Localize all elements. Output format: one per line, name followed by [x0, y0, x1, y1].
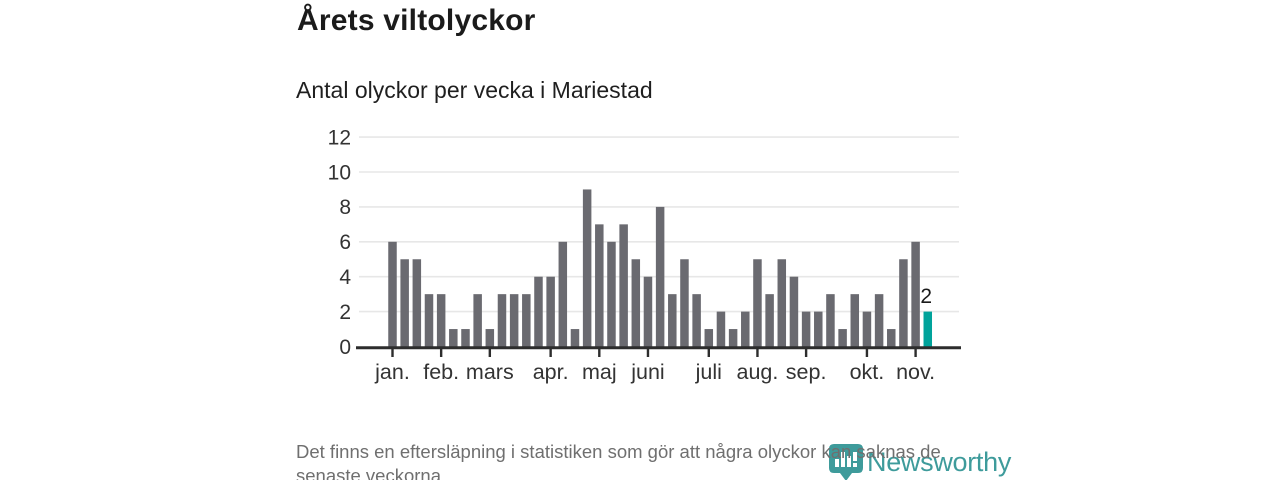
bar [436, 294, 446, 348]
bar [546, 276, 555, 348]
bar [765, 294, 774, 348]
bar [874, 294, 884, 348]
chart-subtitle: Antal olyckor per vecka i Mariestad [296, 77, 653, 103]
bar [522, 294, 531, 348]
bar [911, 241, 920, 348]
month-label: juli [695, 360, 722, 384]
month-label: mars [466, 360, 514, 384]
footnote-line-2: senaste veckorna. [296, 464, 447, 480]
month-label: jan. [374, 360, 410, 384]
bar [655, 206, 665, 348]
bar [753, 259, 762, 348]
bar [899, 259, 908, 348]
bar [704, 329, 714, 348]
bar [777, 259, 787, 348]
highlight-bar [923, 311, 933, 348]
bar [534, 276, 543, 348]
bar [801, 311, 811, 348]
bar [789, 276, 799, 348]
bar [400, 259, 409, 348]
y-axis-label: 8 [339, 196, 351, 219]
y-axis-label: 4 [339, 266, 351, 289]
bar [485, 329, 495, 348]
bar [497, 294, 507, 348]
y-axis-label: 10 [328, 161, 351, 184]
y-axis-label: 2 [339, 301, 351, 324]
bar [680, 259, 689, 348]
newsworthy-pin-icon [829, 444, 863, 480]
bar [887, 329, 896, 348]
bar [558, 241, 568, 348]
bar [509, 294, 519, 348]
bar [595, 224, 604, 348]
bar [850, 294, 860, 348]
month-label: feb. [423, 360, 459, 384]
bar [862, 311, 872, 348]
bar [388, 241, 397, 348]
y-axis-label: 0 [339, 336, 351, 359]
highlight-value-label: 2 [920, 285, 932, 308]
footnote-line-1: Det finns en eftersläpning i statistiken… [296, 441, 941, 462]
bar [424, 294, 434, 348]
bar [692, 294, 701, 348]
bar [826, 294, 835, 348]
month-label: aug. [737, 360, 779, 384]
bar [838, 329, 847, 348]
bar [814, 311, 823, 348]
month-label: sep. [786, 360, 827, 384]
y-axis-label: 6 [339, 231, 351, 254]
bar [582, 189, 592, 348]
month-label: juni [630, 360, 664, 384]
month-label: maj [582, 360, 617, 384]
chart-title: Årets viltolyckor [297, 4, 536, 37]
month-label: nov. [896, 360, 935, 384]
month-label: okt. [850, 360, 885, 384]
bar [412, 259, 422, 348]
month-label: apr. [533, 360, 569, 384]
newsworthy-logo: Newsworthy [829, 444, 1011, 480]
bar [643, 276, 653, 348]
bar [619, 224, 628, 348]
bar [631, 259, 641, 348]
y-axis-label: 12 [328, 126, 351, 149]
bar [449, 329, 458, 348]
bar [570, 329, 580, 348]
newsworthy-wordmark: Newsworthy [867, 447, 1012, 477]
bar [716, 311, 726, 348]
bar [728, 329, 738, 348]
bar [668, 294, 677, 348]
footnote: Det finns en eftersläpning i statistiken… [296, 440, 941, 480]
bar [741, 311, 750, 348]
bar [461, 329, 470, 348]
bar [607, 241, 616, 348]
bar [473, 294, 482, 348]
